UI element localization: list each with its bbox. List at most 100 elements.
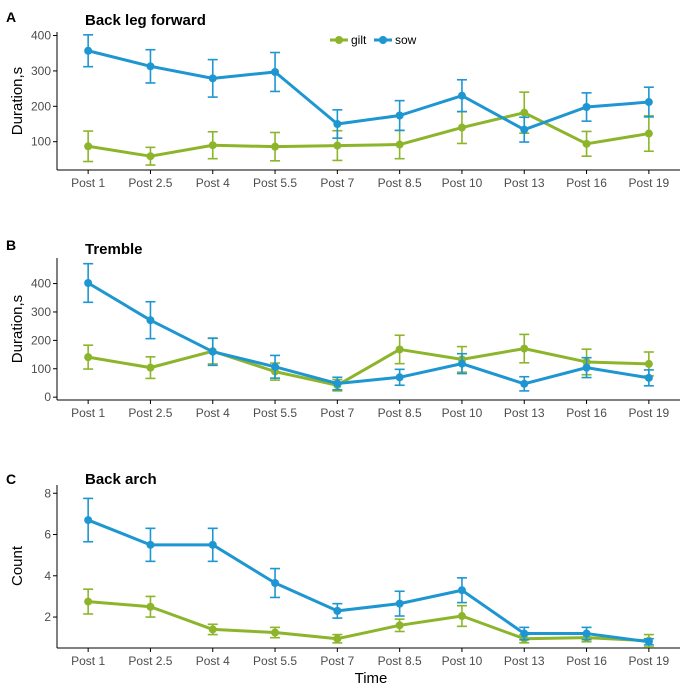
y-tick-label: 200: [31, 333, 51, 347]
series-line-sow: [87, 281, 650, 386]
y-axis-title: Duration,s: [9, 295, 26, 363]
data-point-sow: [84, 46, 93, 55]
data-point-sow: [457, 359, 466, 368]
legend-label-gilt: gilt: [351, 33, 367, 47]
y-tick-label: 100: [31, 135, 51, 149]
x-tick-label: Post 8.5: [378, 406, 422, 420]
data-point-sow: [644, 98, 653, 107]
data-point-gilt: [146, 152, 155, 161]
series-line-gilt: [87, 111, 650, 158]
y-tick-label: 4: [44, 569, 51, 583]
data-point-sow: [395, 373, 404, 382]
y-tick-label: 100: [31, 362, 51, 376]
x-tick-label: Post 16: [566, 176, 607, 190]
x-tick-label: Post 2.5: [128, 176, 172, 190]
data-point-sow: [146, 316, 155, 325]
panel-title-a: Back leg forward: [85, 12, 206, 29]
x-tick-label: Post 5.5: [253, 654, 297, 668]
data-point-sow: [208, 540, 217, 549]
x-tick-label: Post 2.5: [128, 406, 172, 420]
data-point-sow: [208, 347, 217, 356]
x-tick-label: Post 19: [628, 406, 669, 420]
data-point-gilt: [333, 141, 342, 150]
data-point-sow: [520, 379, 529, 388]
x-tick-label: Post 19: [628, 654, 669, 668]
data-point-sow: [333, 379, 342, 388]
data-point-sow: [582, 363, 591, 372]
data-point-sow: [395, 111, 404, 120]
data-point-sow: [582, 629, 591, 638]
legend-label-sow: sow: [395, 33, 417, 47]
data-point-sow: [333, 120, 342, 128]
panel-back-leg-forward: 100 200 300 400 Post 1 Post 2.5 Post 4 Post 5.5…: [9, 29, 680, 190]
data-point-sow: [84, 278, 93, 287]
data-point-sow: [271, 579, 280, 588]
x-tick-label: Post 5.5: [253, 176, 297, 190]
series-line-sow: [87, 518, 650, 644]
x-tick-label: Post 10: [442, 176, 483, 190]
series-line-gilt: [87, 347, 649, 387]
data-point-gilt: [395, 140, 404, 149]
legend: gilt sow: [330, 33, 417, 47]
data-point-gilt: [395, 621, 404, 630]
x-tick-label: Post 7: [320, 176, 354, 190]
x-tick-label: Post 4: [196, 654, 230, 668]
y-tick-label: 400: [31, 277, 51, 291]
y-axis-title: Count: [9, 545, 26, 586]
y-tick-label: 300: [31, 64, 51, 78]
data-point-sow: [520, 125, 529, 134]
x-tick-label: Post 19: [628, 176, 669, 190]
y-tick-label: 2: [44, 610, 51, 624]
x-tick-label: Post 7: [320, 406, 354, 420]
x-tick-label: Post 10: [442, 406, 483, 420]
data-point-gilt: [271, 628, 280, 637]
y-tick-label: 200: [31, 99, 51, 113]
y-tick-label: 400: [31, 29, 51, 43]
data-point-sow: [520, 629, 529, 638]
data-point-gilt: [84, 142, 93, 151]
y-axis-title: Duration,s: [9, 67, 26, 135]
data-point-gilt: [644, 129, 653, 138]
data-point-sow: [644, 637, 653, 646]
data-point-gilt: [333, 634, 342, 643]
legend-marker-gilt: [335, 36, 343, 44]
data-point-gilt: [644, 359, 653, 368]
x-tick-label: Post 10: [442, 654, 483, 668]
panel-title-c: Back arch: [85, 471, 157, 488]
x-tick-label: Post 5.5: [253, 406, 297, 420]
data-point-sow: [146, 62, 155, 71]
series-line-sow: [87, 49, 649, 132]
legend-marker-sow: [379, 36, 387, 44]
data-point-gilt: [271, 142, 280, 151]
data-point-sow: [457, 91, 466, 100]
y-tick-label: 0: [44, 390, 51, 404]
panel-title-b: Tremble: [85, 241, 143, 258]
data-point-sow: [271, 362, 280, 371]
data-point-gilt: [84, 353, 93, 362]
data-point-sow: [208, 74, 217, 83]
x-tick-label: Post 4: [196, 176, 230, 190]
x-tick-label: Post 7: [320, 654, 354, 668]
panel-letter-b: B: [6, 237, 16, 253]
x-tick-label: Post 2.5: [128, 654, 172, 668]
x-tick-label: Post 1: [71, 406, 105, 420]
data-point-gilt: [146, 363, 155, 372]
x-tick-label: Post 4: [196, 406, 230, 420]
data-point-gilt: [146, 602, 155, 611]
data-point-sow: [582, 103, 591, 112]
x-tick-label: Post 1: [71, 176, 105, 190]
series-line-gilt: [88, 600, 649, 643]
x-tick-label: Post 16: [566, 654, 607, 668]
data-point-gilt: [457, 612, 466, 621]
data-point-sow: [84, 516, 93, 525]
data-point-sow: [271, 67, 280, 76]
data-point-gilt: [395, 345, 404, 354]
data-point-sow: [146, 540, 155, 549]
data-point-gilt: [520, 108, 529, 117]
data-point-gilt: [520, 344, 529, 353]
data-point-gilt: [84, 597, 93, 606]
data-point-gilt: [582, 139, 591, 148]
x-tick-label: Post 1: [71, 654, 105, 668]
data-point-gilt: [208, 625, 217, 634]
